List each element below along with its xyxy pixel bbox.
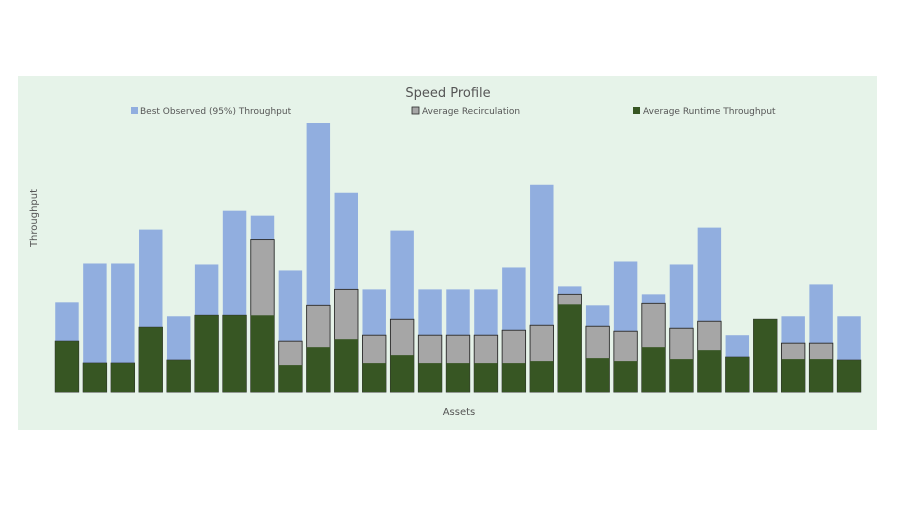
bar-groups bbox=[54, 123, 862, 393]
legend-label-average-runtime: Average Runtime Throughput bbox=[643, 107, 776, 117]
bar-average-runtime-7 bbox=[222, 315, 247, 392]
bar-best-observed-3 bbox=[111, 263, 135, 392]
bar-average-runtime-6 bbox=[194, 315, 219, 392]
legend: Best Observed (95%) Throughput Average R… bbox=[131, 106, 776, 117]
bar-average-runtime-24 bbox=[697, 350, 722, 392]
bar-average-runtime-9 bbox=[278, 365, 303, 392]
bar-average-runtime-8 bbox=[250, 315, 275, 392]
bar-average-runtime-19 bbox=[557, 304, 582, 392]
bar-average-runtime-12 bbox=[362, 363, 386, 392]
bar-average-runtime-23 bbox=[669, 359, 694, 392]
bar-average-runtime-20 bbox=[585, 358, 610, 392]
legend-label-average-recirculation: Average Recirculation bbox=[422, 107, 520, 117]
bar-average-runtime-13 bbox=[390, 355, 414, 392]
bar-average-runtime-29 bbox=[837, 360, 861, 392]
bar-average-runtime-3 bbox=[111, 363, 135, 392]
bar-average-runtime-17 bbox=[502, 363, 526, 392]
chart-title: Speed Profile bbox=[405, 86, 490, 101]
bar-average-runtime-27 bbox=[781, 359, 805, 392]
bar-average-runtime-14 bbox=[418, 363, 442, 392]
y-axis-label: Throughput bbox=[29, 189, 40, 248]
bar-average-runtime-21 bbox=[613, 361, 638, 392]
bar-average-runtime-16 bbox=[474, 363, 498, 392]
bar-average-runtime-2 bbox=[83, 363, 107, 392]
bar-average-runtime-28 bbox=[809, 359, 833, 392]
legend-swatch-average-runtime bbox=[633, 107, 640, 114]
bar-average-runtime-10 bbox=[306, 347, 331, 392]
x-axis-label: Assets bbox=[443, 407, 476, 418]
bar-average-runtime-26 bbox=[753, 319, 777, 392]
legend-swatch-average-recirculation bbox=[411, 106, 420, 115]
bar-average-runtime-4 bbox=[139, 327, 163, 392]
speed-profile-chart: Speed Profile Best Observed (95%) Throug… bbox=[29, 86, 862, 418]
chart-panel: Speed Profile Best Observed (95%) Throug… bbox=[18, 76, 877, 430]
legend-label-best-observed: Best Observed (95%) Throughput bbox=[140, 107, 292, 117]
bar-average-runtime-5 bbox=[166, 360, 191, 392]
bar-average-runtime-18 bbox=[530, 361, 554, 392]
bar-average-runtime-22 bbox=[641, 347, 666, 392]
bar-average-runtime-11 bbox=[334, 339, 358, 392]
bar-best-observed-2 bbox=[83, 263, 107, 392]
bar-average-runtime-15 bbox=[446, 363, 470, 392]
legend-swatch-best-observed bbox=[131, 107, 138, 114]
bar-average-runtime-1 bbox=[55, 341, 79, 392]
bar-average-runtime-25 bbox=[725, 357, 750, 392]
